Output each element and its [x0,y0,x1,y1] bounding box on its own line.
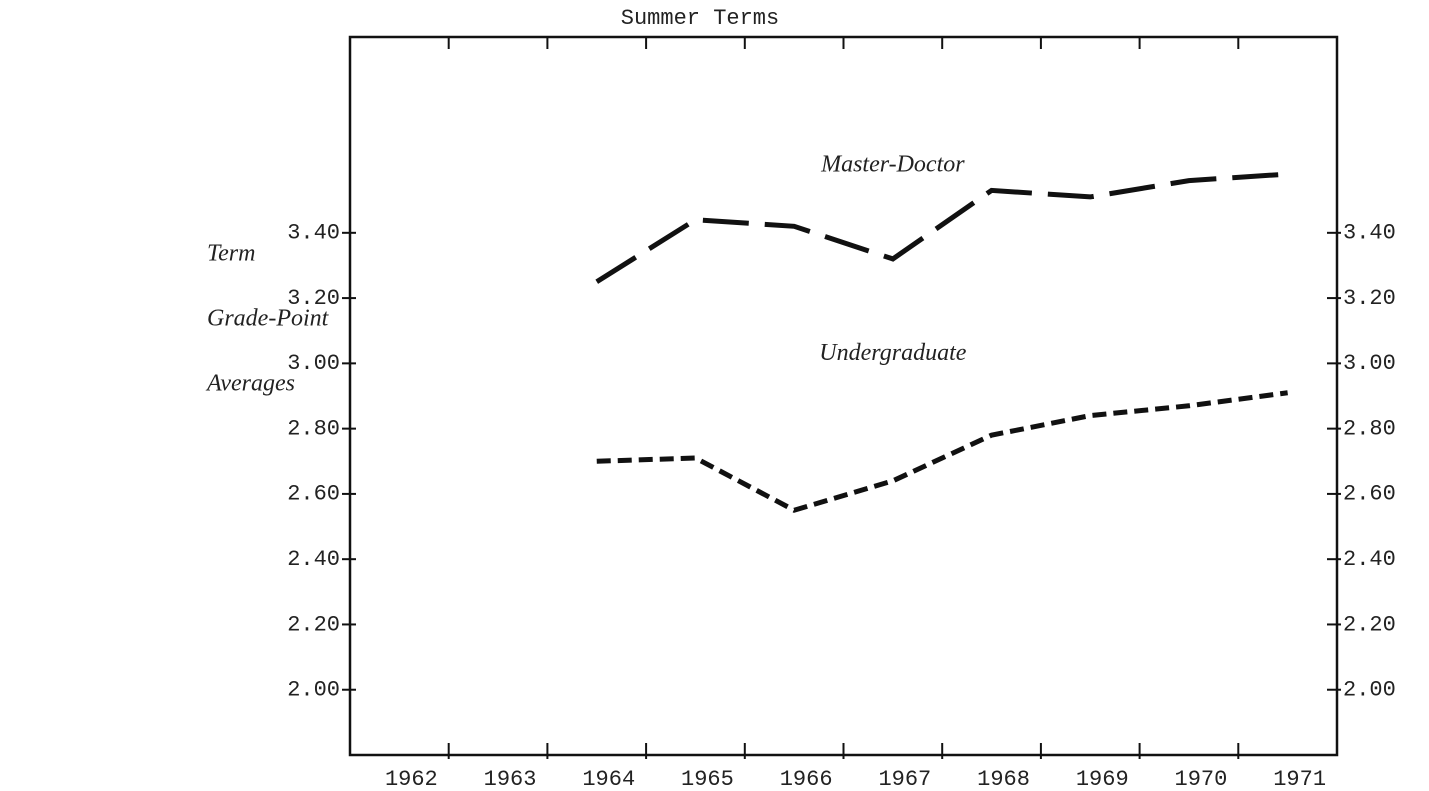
x-tick-label: 1966 [780,767,833,791]
x-tick-label: 1967 [878,767,931,791]
x-tick-label: 1970 [1175,767,1228,791]
y-tick-label: 3.20 [287,286,340,311]
series-label: Master-Doctor [820,152,965,178]
plot-frame [348,35,1339,757]
x-tick-label: 1971 [1273,767,1326,791]
chart-title: Summer Terms [621,6,779,31]
y-tick-label: 2.00 [287,678,340,703]
y-tick-label: 3.00 [287,351,340,376]
y2-tick-label: 3.40 [1343,221,1396,246]
y-tick-label: 2.80 [287,416,340,441]
x-tick-label: 1963 [484,767,537,791]
x-tick-label: 1964 [582,767,635,791]
series-line [596,390,1288,513]
y2-tick-label: 2.60 [1343,482,1396,507]
x-tick-label: 1968 [977,767,1030,791]
y2-tick-label: 2.80 [1343,416,1396,441]
y2-tick-label: 2.20 [1343,612,1396,637]
x-tick-label: 1965 [681,767,734,791]
y-axis-label: Grade-Point [207,306,330,332]
y2-tick-label: 3.00 [1343,351,1396,376]
y-tick-label: 2.20 [287,612,340,637]
y-axis-label: Averages [205,371,295,397]
series-line [595,171,1288,284]
series-label: Undergraduate [819,340,966,366]
y-tick-label: 3.40 [287,221,340,246]
x-tick-label: 1962 [385,767,438,791]
y-axis-label: Term [207,241,255,267]
x-tick-label: 1969 [1076,767,1129,791]
y2-tick-label: 3.20 [1343,286,1396,311]
y2-tick-label: 2.00 [1343,678,1396,703]
y2-tick-label: 2.40 [1343,547,1396,572]
y-tick-label: 2.60 [287,482,340,507]
y-tick-label: 2.40 [287,547,340,572]
